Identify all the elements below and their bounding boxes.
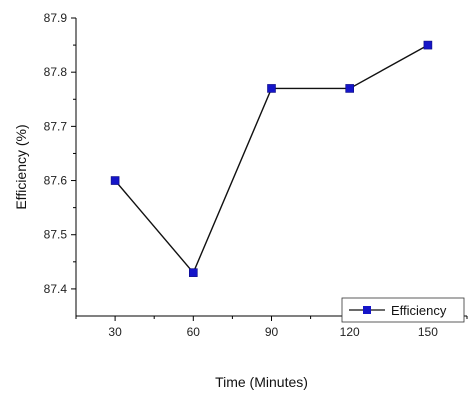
data-point [189, 268, 198, 277]
x-tick-label: 90 [265, 325, 279, 339]
x-axis-ticks: 30 60 90 120 150 [75, 316, 468, 339]
data-point [423, 40, 433, 50]
series-line [114, 44, 429, 274]
x-axis-title: Time (Minutes) [215, 374, 308, 390]
y-axis-title: Efficiency (%) [13, 124, 29, 209]
data-point [267, 84, 276, 93]
data-point [110, 176, 120, 185]
x-tick-label: 30 [108, 325, 122, 339]
x-tick-label: 150 [418, 325, 438, 339]
y-tick-label: 87.4 [44, 282, 68, 296]
x-tick-label: 120 [340, 325, 360, 339]
legend-label: Efficiency [391, 303, 447, 318]
y-tick-label: 87.6 [44, 174, 68, 188]
y-tick-label: 87.7 [44, 119, 68, 133]
y-tick-label: 87.9 [44, 11, 68, 25]
data-point [345, 84, 355, 93]
y-tick-label: 87.5 [44, 228, 68, 242]
axes-frame [75, 18, 467, 317]
series-efficiency [110, 40, 433, 277]
legend: Efficiency [341, 297, 465, 323]
y-axis-ticks: 87.4 87.5 87.6 87.7 87.8 87.9 [44, 11, 76, 296]
legend-marker [363, 306, 371, 314]
x-tick-label: 60 [187, 325, 201, 339]
y-tick-label: 87.8 [44, 65, 68, 79]
